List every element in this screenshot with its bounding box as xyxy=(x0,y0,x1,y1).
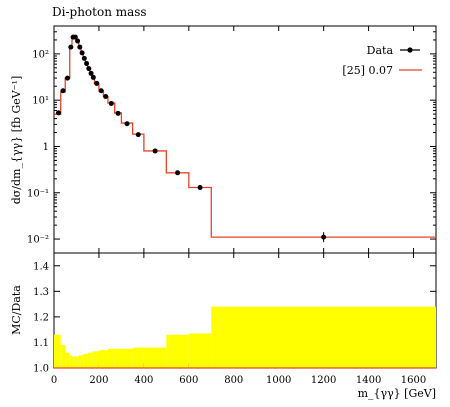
ratio-band-bin xyxy=(188,333,212,368)
ratio-y-tick-label: 1.3 xyxy=(33,287,49,298)
ratio-band-bin xyxy=(78,355,81,368)
ratio-band-bin xyxy=(121,348,133,368)
legend-data-marker xyxy=(407,47,413,53)
main-y-tick-label: 10⁻² xyxy=(27,235,49,246)
ratio-band-bin xyxy=(166,334,189,368)
x-axis-label: m_{γγ} [GeV] xyxy=(358,387,436,400)
data-point xyxy=(124,121,130,127)
ratio-band-bin xyxy=(71,356,75,368)
data-point xyxy=(94,80,100,86)
ratio-x-tick-label: 200 xyxy=(89,375,108,386)
ratio-band-bin xyxy=(114,348,122,368)
ratio-x-tick-label: 600 xyxy=(179,375,198,386)
legend-label-model: [25] 0.07 xyxy=(342,64,393,77)
data-point xyxy=(60,88,66,94)
data-point xyxy=(152,148,158,154)
main-y-tick-label: 1 xyxy=(43,142,49,153)
data-point xyxy=(98,88,104,94)
data-point xyxy=(68,44,74,50)
ratio-x-tick-label: 400 xyxy=(134,375,153,386)
ratio-x-tick-label: 1200 xyxy=(311,375,336,386)
data-point xyxy=(321,234,327,240)
data-point xyxy=(86,66,92,72)
ratio-x-tick-label: 1600 xyxy=(401,375,426,386)
main-y-axis-label: dσ/dm_{γγ} [fb GeV⁻¹] xyxy=(10,76,23,205)
data-point xyxy=(79,50,85,56)
ratio-y-tick-label: 1.4 xyxy=(33,261,49,272)
main-axis-ticks: 10⁻² 10⁻¹ 1 10¹ 10² xyxy=(27,25,436,253)
legend-label-data: Data xyxy=(367,44,394,57)
ratio-x-tick-label: 1400 xyxy=(356,375,381,386)
ratio-x-tick-label: 1000 xyxy=(266,375,291,386)
ratio-band-bin xyxy=(80,355,84,368)
ratio-band-bin xyxy=(69,355,72,368)
data-point xyxy=(77,44,83,50)
ratio-band-bin xyxy=(83,353,86,368)
main-y-tick-label: 10² xyxy=(32,49,49,60)
data-point xyxy=(75,38,81,44)
ratio-band-bin xyxy=(107,348,115,368)
ratio-band-bin xyxy=(98,350,104,368)
legend: Data [25] 0.07 xyxy=(342,44,422,77)
ratio-uncertainty-band xyxy=(54,306,436,368)
data-point xyxy=(55,110,61,116)
ratio-y-tick-label: 1.2 xyxy=(33,312,49,323)
ratio-band-bin xyxy=(54,334,61,368)
data-point xyxy=(90,74,96,80)
main-y-tick-label: 10¹ xyxy=(32,96,49,107)
data-point xyxy=(197,184,203,190)
ratio-band-bin xyxy=(92,351,95,368)
data-point xyxy=(175,170,181,176)
ratio-y-axis-label: MC/Data xyxy=(10,285,23,335)
ratio-band-bin xyxy=(94,351,99,368)
data-point xyxy=(135,132,141,138)
data-point xyxy=(64,75,70,81)
main-data-points xyxy=(55,34,327,243)
ratio-band-bin xyxy=(76,356,79,368)
ratio-band-bin xyxy=(74,356,77,368)
ratio-band-bin xyxy=(132,347,144,368)
ratio-band-bin xyxy=(65,352,70,368)
ratio-y-tick-label: 1.0 xyxy=(33,364,49,375)
data-point xyxy=(88,70,94,76)
ratio-band-bin xyxy=(103,350,108,368)
ratio-y-tick-label: 1.1 xyxy=(33,338,49,349)
ratio-band-bin xyxy=(87,352,90,368)
ratio-x-tick-label: 0 xyxy=(51,375,57,386)
main-plot-frame xyxy=(53,25,437,254)
data-point xyxy=(103,94,109,100)
ratio-band-bin xyxy=(60,345,66,368)
data-point xyxy=(108,100,114,106)
ratio-band-bin xyxy=(85,353,88,368)
data-point xyxy=(81,55,87,61)
ratio-band-bin xyxy=(143,347,167,368)
ratio-band-bin xyxy=(211,306,436,368)
ratio-x-tick-label: 800 xyxy=(224,375,243,386)
main-y-tick-label: 10⁻¹ xyxy=(27,188,49,199)
data-point xyxy=(72,34,78,40)
data-point xyxy=(84,60,90,66)
chart-title: Di-photon mass xyxy=(52,5,147,19)
data-point xyxy=(115,110,121,116)
ratio-band-bin xyxy=(89,352,93,368)
